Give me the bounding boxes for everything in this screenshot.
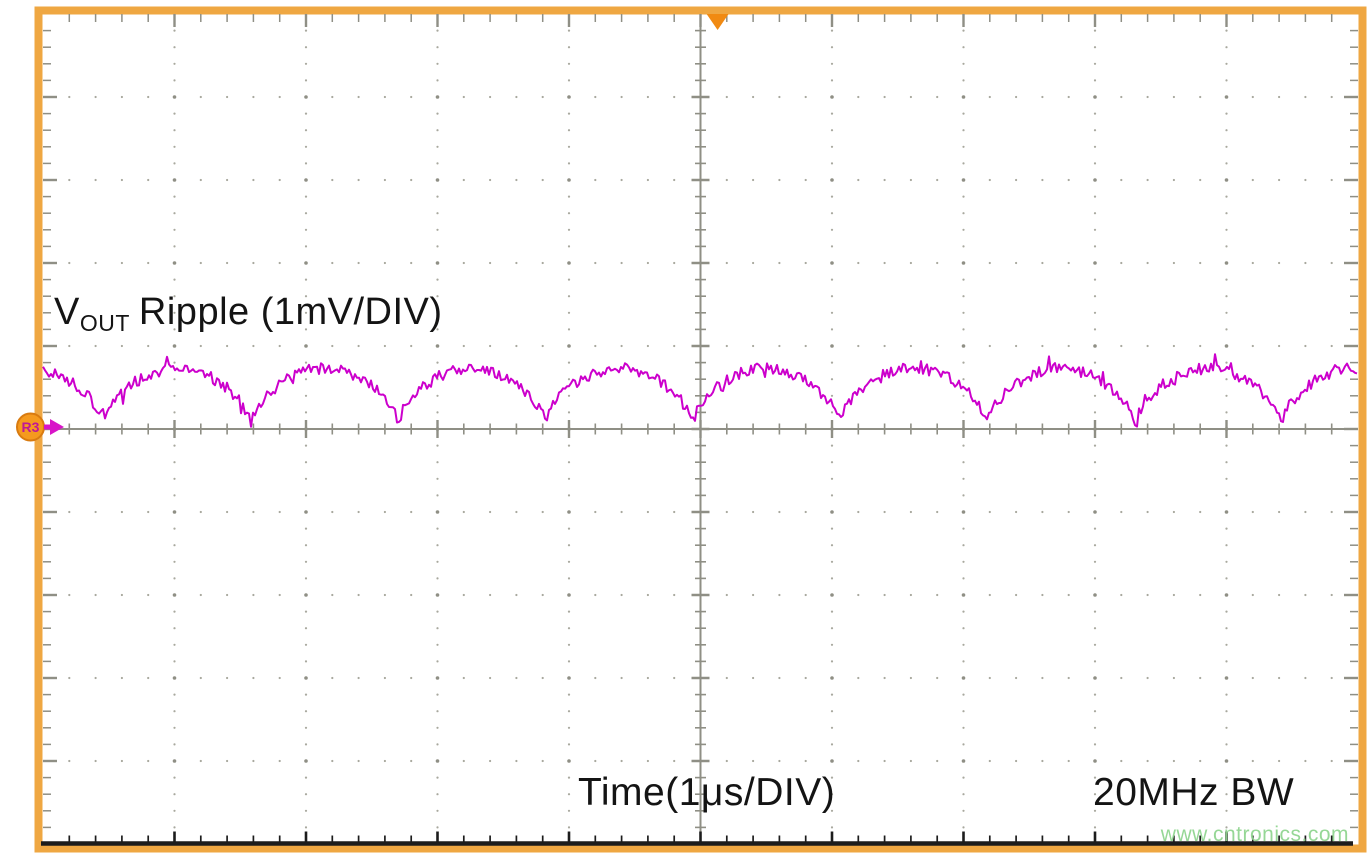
vout-prefix: V: [54, 291, 80, 333]
reference-arrow-icon: [50, 419, 64, 435]
vout-scale-text: Ripple (1mV/DIV): [138, 291, 443, 333]
reference-marker-r3: R3: [16, 412, 64, 442]
watermark-text: www.cntronics.com: [1160, 823, 1349, 846]
vout-ripple-trace: [42, 353, 1358, 428]
reference-marker-label: R3: [22, 419, 40, 435]
vout-subscript: OUT: [79, 310, 130, 336]
time-scale-label: Time(1μs/DIV): [578, 771, 836, 814]
vout-ripple-label: VOUT Ripple (1mV/DIV): [54, 291, 443, 335]
trigger-marker-icon: [706, 14, 729, 30]
bandwidth-label: 20MHz BW: [1093, 771, 1295, 814]
